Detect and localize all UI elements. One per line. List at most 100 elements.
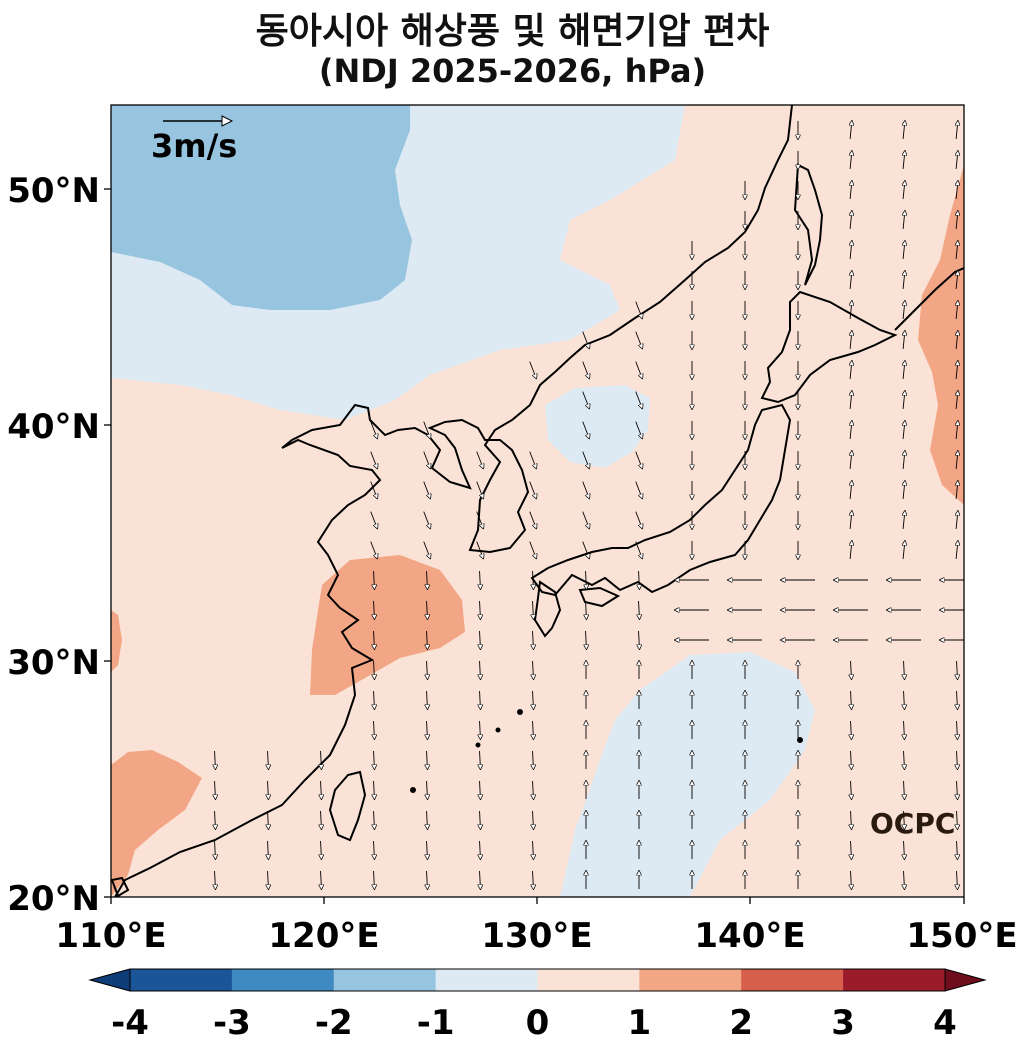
wind-vector [533, 600, 534, 619]
wind-vector [427, 840, 428, 859]
mainland-coastline [114, 105, 793, 897]
wind-vector [370, 421, 378, 439]
wind-vector [635, 301, 643, 319]
honshu-coastline [530, 403, 792, 597]
wind-vector [582, 421, 590, 439]
wind-vector [582, 361, 590, 379]
wind-vector [956, 331, 958, 350]
wind-vector [639, 570, 640, 589]
wind-vector [903, 211, 905, 230]
wind-vector [639, 630, 640, 649]
lat-tick-30n: 30°N [7, 643, 100, 683]
ryukyu-island [495, 727, 501, 733]
wind-vector [321, 870, 322, 889]
wind-vector [956, 541, 958, 560]
sakhalin-coastline [793, 163, 824, 286]
wind-vector [850, 241, 852, 260]
wind-vector [480, 660, 481, 679]
colorbar-segment [435, 969, 538, 991]
colorbar-segment [639, 969, 742, 991]
wind-vector [903, 481, 905, 500]
wind-vector [374, 870, 375, 889]
wind-vector [957, 690, 958, 709]
wind-vector [850, 391, 852, 410]
wind-vector [850, 181, 852, 200]
colorbar-tick-label: -2 [315, 1003, 353, 1043]
wind-vector [268, 840, 269, 859]
wind-vector [582, 511, 590, 529]
wind-vector [480, 750, 481, 769]
wind-vector [268, 750, 269, 769]
wind-vector [480, 600, 481, 619]
wind-vector [476, 481, 484, 499]
wind-vector [850, 451, 852, 470]
wind-vector [321, 810, 322, 829]
wind-vector [268, 780, 269, 799]
colorbar-tick-label: 1 [628, 1003, 652, 1043]
wind-vector [956, 361, 958, 380]
kyushu-coastline [533, 580, 562, 638]
wind-vector [956, 241, 958, 260]
wind-vector [374, 690, 375, 709]
wind-vector [533, 750, 534, 769]
wind-vector [370, 451, 378, 469]
colorbar-tick-label: 2 [729, 1003, 753, 1043]
wind-vector [635, 361, 643, 379]
wind-vector [427, 870, 428, 889]
wind-vector [374, 780, 375, 799]
lon-tick-120e: 120°E [268, 916, 379, 956]
wind-vector [850, 151, 852, 170]
wind-vector [850, 331, 852, 350]
wind-vector [904, 720, 905, 739]
colorbar-tick-label: 0 [526, 1003, 550, 1043]
lon-tick-110e: 110°E [55, 916, 166, 956]
wind-vector [850, 481, 852, 500]
wind-vector [480, 570, 481, 589]
colorbar-tick-label: 4 [933, 1003, 957, 1043]
colorbar-segment [333, 969, 437, 991]
wind-vector [956, 121, 958, 140]
wind-vector [533, 870, 534, 889]
colorbar-frame [129, 968, 946, 992]
wind-vector [480, 780, 481, 799]
wind-vector [903, 391, 905, 410]
wind-vector [904, 690, 905, 709]
colorbar: -4 -3 -2 -1 0 1 2 3 4 [88, 968, 987, 1043]
wind-vector [374, 660, 375, 679]
wind-vector [427, 810, 428, 829]
wind-vector [850, 271, 852, 290]
wind-vector [635, 541, 643, 559]
wind-vector [904, 840, 905, 859]
wind-vector [586, 570, 587, 589]
wind-vector [533, 780, 534, 799]
wind-vector [480, 690, 481, 709]
colorbar-segment [130, 969, 233, 991]
wind-vector [903, 151, 905, 170]
wind-vector [423, 511, 431, 529]
ocpc-watermark: OCPC [870, 807, 955, 840]
wind-vector [635, 391, 643, 409]
wind-vector [957, 870, 958, 889]
wind-vector [582, 331, 590, 349]
wind-vector [582, 541, 590, 559]
colorbar-tick-label: -4 [111, 1003, 149, 1043]
wind-vector [582, 481, 590, 499]
wind-vector [850, 211, 852, 230]
wind-vector [851, 840, 852, 859]
wind-vector [427, 720, 428, 739]
wind-vector [851, 720, 852, 739]
hokkaido-coastline [760, 290, 898, 404]
wind-vector [635, 511, 643, 529]
wind-vector [957, 720, 958, 739]
wind-vector [476, 511, 484, 529]
wind-vector [850, 511, 852, 530]
wind-vector [427, 630, 428, 649]
wind-vector [476, 541, 484, 559]
wind-vector [370, 481, 378, 499]
wind-vector [851, 690, 852, 709]
colorbar-segment [537, 969, 640, 991]
wind-vector [582, 451, 590, 469]
map-subtitle: (NDJ 2025-2026, hPa) [318, 52, 707, 90]
wind-vector [321, 750, 322, 769]
